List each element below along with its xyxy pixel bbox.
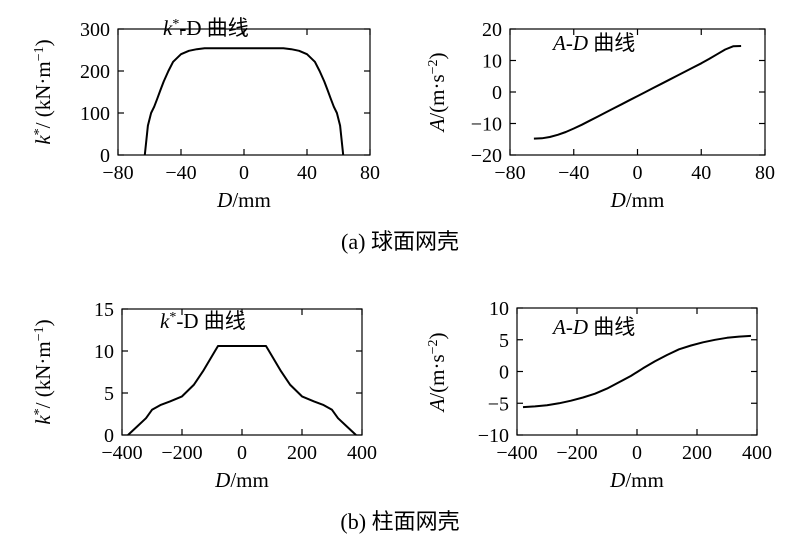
x-axis-label: D/mm	[610, 188, 665, 212]
y-tick-label: 100	[80, 103, 110, 125]
y-tick-label: 0	[499, 362, 509, 384]
x-tick-label: 0	[237, 442, 247, 464]
y-tick-label: 10	[482, 51, 502, 73]
x-tick-label: −80	[494, 162, 525, 184]
x-tick-label: 80	[360, 162, 380, 184]
x-tick-label: −400	[101, 442, 142, 464]
x-axis-label: D/mm	[216, 188, 271, 212]
x-tick-label: 400	[742, 442, 772, 464]
x-tick-label: 40	[691, 162, 711, 184]
series-line	[143, 47, 345, 156]
y-tick-label: −10	[471, 114, 502, 136]
chart-title: A-D 曲线	[551, 315, 635, 339]
x-tick-label: −40	[558, 162, 589, 184]
x-tick-label: −200	[556, 442, 597, 464]
chart-b-left: −400 −200 0 200 400 0 5 10 15 k*-D 曲线 D/mm k*/ (kN·…	[31, 299, 377, 492]
y-tick-label: 5	[499, 330, 509, 352]
x-tick-label: −40	[165, 162, 196, 184]
y-tick-label: 10	[489, 298, 509, 320]
x-tick-label: 0	[632, 442, 642, 464]
x-tick-label: −400	[496, 442, 537, 464]
x-tick-label: 400	[347, 442, 377, 464]
series-line	[522, 334, 752, 409]
chart-title: k*-D 曲线	[163, 16, 249, 40]
chart-title: k*-D 曲线	[160, 309, 246, 333]
y-axis-label: k*/ (kN·m−1)	[31, 39, 55, 144]
chart-a-right: −80 −40 0 40 80 −20 −10 0 10 20 A-D 曲线 D/mm A/(m·s−2…	[425, 19, 775, 212]
y-tick-label: 300	[80, 19, 110, 41]
y-tick-label: 0	[492, 82, 502, 104]
series-line	[127, 345, 357, 436]
y-axis-label: A/(m·s−2)	[425, 332, 449, 413]
y-tick-label: 200	[80, 61, 110, 83]
y-tick-label: 0	[104, 425, 114, 447]
chart-a-left: −80 −40 0 40 80 0 100 200 300 k*-D 曲线 D/mm k*/ (kN·…	[31, 16, 380, 212]
x-tick-label: 40	[297, 162, 317, 184]
x-tick-label: −200	[161, 442, 202, 464]
x-axis-label: D/mm	[214, 468, 269, 492]
caption-b: (b) 柱面网壳	[340, 509, 459, 534]
y-tick-label: 5	[104, 383, 114, 405]
y-tick-label: 0	[100, 145, 110, 167]
chart-b-right: −400 −200 0 200 400 −10 −5 0 5 10 A-D 曲线 D/mm A/(m·s…	[425, 298, 772, 492]
x-tick-label: −80	[102, 162, 133, 184]
x-axis-label: D/mm	[609, 468, 664, 492]
y-tick-label: −20	[471, 145, 502, 167]
chart-title: A-D 曲线	[551, 31, 635, 55]
x-tick-label: 0	[633, 162, 643, 184]
y-axis-label: k*/ (kN·m−1)	[31, 319, 55, 424]
y-tick-label: 15	[94, 299, 114, 321]
y-axis-label: A/(m·s−2)	[425, 52, 449, 133]
x-tick-label: 80	[755, 162, 775, 184]
x-tick-label: 200	[682, 442, 712, 464]
x-tick-label: 0	[239, 162, 249, 184]
y-tick-label: −5	[488, 393, 509, 415]
x-tick-label: 200	[287, 442, 317, 464]
y-tick-label: 10	[94, 341, 114, 363]
caption-a: (a) 球面网壳	[341, 229, 459, 254]
y-tick-label: 20	[482, 19, 502, 41]
series-line	[533, 45, 742, 140]
y-tick-label: −10	[478, 425, 509, 447]
